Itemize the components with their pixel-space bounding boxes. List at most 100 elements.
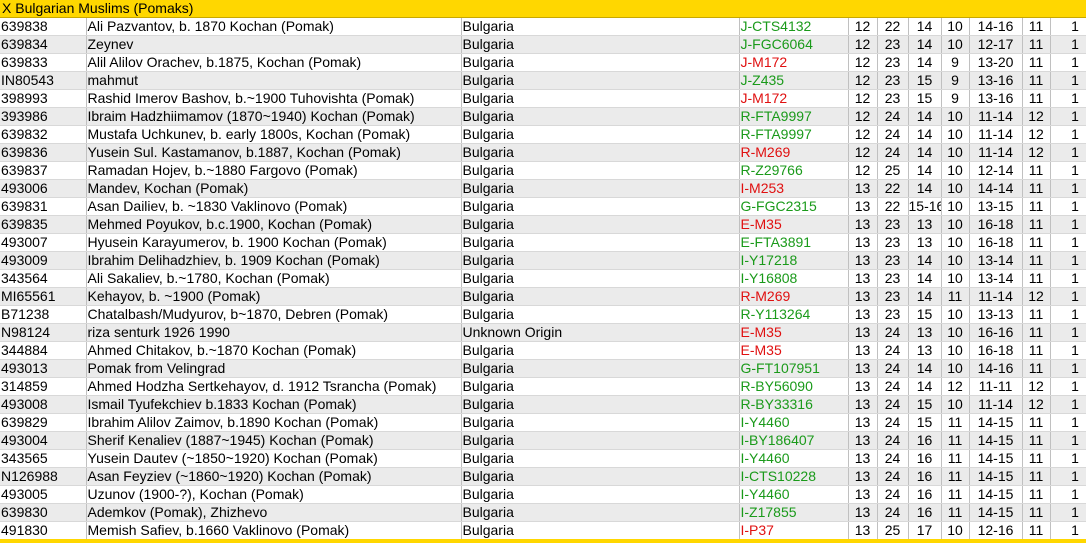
marker-cell: 10 xyxy=(941,143,970,162)
marker-cell: 11 xyxy=(1022,521,1051,540)
name-cell: Ibrahim Alilov Zaimov, b.1890 Kochan (Po… xyxy=(86,413,462,432)
name-cell: Chatalbash/Mudyurov, b~1870, Debren (Pom… xyxy=(86,305,462,324)
country-cell: Bulgaria xyxy=(461,377,740,396)
name-cell: Memish Safiev, b.1660 Vaklinovo (Pomak) xyxy=(86,521,462,540)
marker-cell: 11-14 xyxy=(969,287,1023,306)
marker-cell: 14-15 xyxy=(969,431,1023,450)
marker-cell: 16 xyxy=(908,467,942,486)
name-cell: Alil Alilov Orachev, b.1875, Kochan (Pom… xyxy=(86,53,462,72)
marker-cell: 12 xyxy=(848,53,878,72)
country-cell: Bulgaria xyxy=(461,18,740,36)
haplogroup-cell: E-M35 xyxy=(739,341,849,360)
marker-cell: 13 xyxy=(908,341,942,360)
marker-cell: 1 xyxy=(1050,107,1086,126)
country-cell: Bulgaria xyxy=(461,179,740,198)
marker-cell: 22 xyxy=(877,179,909,198)
marker-cell: 12 xyxy=(848,89,878,108)
marker-cell: 13 xyxy=(848,359,878,378)
marker-cell: 14 xyxy=(908,53,942,72)
marker-cell: 24 xyxy=(877,323,909,342)
marker-cell: 13 xyxy=(848,377,878,396)
name-cell: Pomak from Velingrad xyxy=(86,359,462,378)
name-cell: riza senturk 1926 1990 xyxy=(86,323,462,342)
marker-cell: 12-17 xyxy=(969,35,1023,54)
haplogroup-cell: E-FTA3891 xyxy=(739,233,849,252)
table-row: 314859 Ahmed Hodzha Sertkehayov, d. 1912 … xyxy=(0,377,1086,396)
marker-cell: 11 xyxy=(941,449,970,468)
haplogroup-cell: I-Y4460 xyxy=(739,449,849,468)
marker-cell: 14 xyxy=(908,377,942,396)
marker-cell: 24 xyxy=(877,341,909,360)
table-row: 493005 Uzunov (1900-?), Kochan (Pomak) Bul… xyxy=(0,485,1086,504)
kit-id-cell: 639837 xyxy=(0,161,87,180)
haplogroup-cell: R-BY33316 xyxy=(739,395,849,414)
marker-cell: 13 xyxy=(848,341,878,360)
kit-id-cell: 639836 xyxy=(0,143,87,162)
marker-cell: 14-15 xyxy=(969,413,1023,432)
table-row: 398993 Rashid Imerov Bashov, b.~1900 Tuho… xyxy=(0,89,1086,108)
table-row: 639833 Alil Alilov Orachev, b.1875, Kocha… xyxy=(0,53,1086,72)
marker-cell: 10 xyxy=(941,269,970,288)
kit-id-cell: 493009 xyxy=(0,251,87,270)
marker-cell: 23 xyxy=(877,89,909,108)
country-cell: Bulgaria xyxy=(461,197,740,216)
table-row: 639834 Zeynev Bulgaria J-FGC6064 12 23 14 10 12-… xyxy=(0,35,1086,54)
table-row: 493007 Hyusein Karayumerov, b. 1900 Kocha… xyxy=(0,233,1086,252)
marker-cell: 14-16 xyxy=(969,18,1023,36)
marker-cell: 1 xyxy=(1050,341,1086,360)
country-cell: Bulgaria xyxy=(461,71,740,90)
country-cell: Bulgaria xyxy=(461,143,740,162)
marker-cell: 9 xyxy=(941,71,970,90)
country-cell: Bulgaria xyxy=(461,359,740,378)
marker-cell: 10 xyxy=(941,395,970,414)
marker-cell: 1 xyxy=(1050,71,1086,90)
country-cell: Bulgaria xyxy=(461,467,740,486)
country-cell: Bulgaria xyxy=(461,107,740,126)
marker-cell: 14-15 xyxy=(969,485,1023,504)
table-row: MI65561 Kehayov, b. ~1900 (Pomak) Bulgaria… xyxy=(0,287,1086,306)
country-cell: Bulgaria xyxy=(461,125,740,144)
marker-cell: 11 xyxy=(1022,179,1051,198)
name-cell: Ibraim Hadzhiimamov (1870~1940) Kochan (… xyxy=(86,107,462,126)
marker-cell: 1 xyxy=(1050,395,1086,414)
marker-cell: 24 xyxy=(877,431,909,450)
table-row: N98124 riza senturk 1926 1990 Unknown Orig… xyxy=(0,323,1086,342)
haplogroup-cell: G-FGC2315 xyxy=(739,197,849,216)
name-cell: Ramadan Hojev, b.~1880 Fargovo (Pomak) xyxy=(86,161,462,180)
haplogroup-cell: R-M269 xyxy=(739,143,849,162)
country-cell: Bulgaria xyxy=(461,89,740,108)
marker-cell: 24 xyxy=(877,107,909,126)
marker-cell: 13 xyxy=(848,323,878,342)
kit-id-cell: 491830 xyxy=(0,521,87,540)
table-row: 493013 Pomak from Velingrad Bulgaria G-FT10… xyxy=(0,359,1086,378)
marker-cell: 12 xyxy=(848,161,878,180)
marker-cell: 24 xyxy=(877,377,909,396)
haplogroup-cell: R-FTA9997 xyxy=(739,125,849,144)
kit-id-cell: 493006 xyxy=(0,179,87,198)
marker-cell: 12 xyxy=(1022,377,1051,396)
marker-cell: 16 xyxy=(908,503,942,522)
haplogroup-cell: J-M172 xyxy=(739,89,849,108)
marker-cell: 10 xyxy=(941,18,970,36)
marker-cell: 11 xyxy=(941,287,970,306)
kit-id-cell: 493008 xyxy=(0,395,87,414)
marker-cell: 23 xyxy=(877,233,909,252)
kit-id-cell: 493013 xyxy=(0,359,87,378)
name-cell: Ahmed Hodzha Sertkehayov, d. 1912 Tsranc… xyxy=(86,377,462,396)
marker-cell: 13 xyxy=(848,197,878,216)
marker-cell: 1 xyxy=(1050,359,1086,378)
marker-cell: 23 xyxy=(877,53,909,72)
marker-cell: 13 xyxy=(848,395,878,414)
marker-cell: 1 xyxy=(1050,35,1086,54)
name-cell: Kehayov, b. ~1900 (Pomak) xyxy=(86,287,462,306)
name-cell: Ismail Tyufekchiev b.1833 Kochan (Pomak) xyxy=(86,395,462,414)
marker-cell: 10 xyxy=(941,197,970,216)
marker-cell: 13 xyxy=(848,215,878,234)
marker-cell: 13 xyxy=(908,323,942,342)
marker-cell: 24 xyxy=(877,467,909,486)
table-row: 639838 Ali Pazvantov, b. 1870 Kochan (Pom… xyxy=(0,18,1086,36)
marker-cell: 1 xyxy=(1050,449,1086,468)
marker-cell: 15-16 xyxy=(908,197,942,216)
kit-id-cell: 639830 xyxy=(0,503,87,522)
bottom-group-bar xyxy=(0,539,1086,543)
